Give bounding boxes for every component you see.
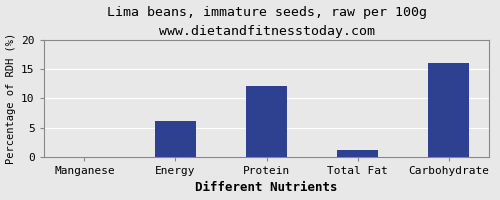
Bar [246,86,287,157]
X-axis label: Different Nutrients: Different Nutrients [196,181,338,194]
Bar [428,63,469,157]
Y-axis label: Percentage of RDH (%): Percentage of RDH (%) [6,33,16,164]
Bar [155,121,196,157]
Title: Lima beans, immature seeds, raw per 100g
www.dietandfitnesstoday.com: Lima beans, immature seeds, raw per 100g… [106,6,426,38]
Bar [337,150,378,157]
